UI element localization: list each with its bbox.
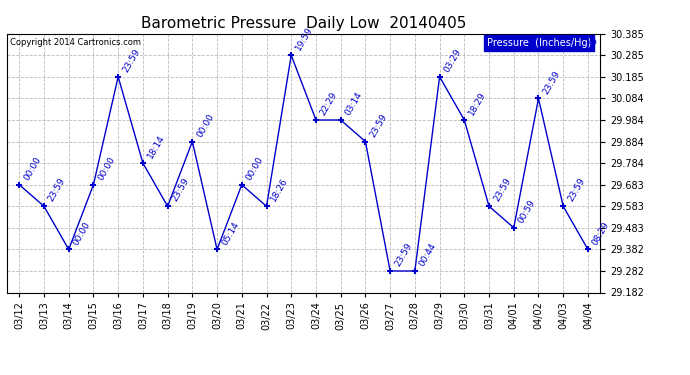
Text: 22:29: 22:29 [319,91,339,117]
Text: 03:14: 03:14 [344,90,364,117]
Title: Barometric Pressure  Daily Low  20140405: Barometric Pressure Daily Low 20140405 [141,16,466,31]
Text: 23:59: 23:59 [170,177,191,204]
Text: 00:00: 00:00 [195,112,216,139]
Text: 19:59: 19:59 [294,26,315,53]
Text: 03:29: 03:29 [442,47,463,74]
Text: 00:59: 00:59 [517,198,538,225]
Text: 23:59: 23:59 [368,112,389,139]
Legend:  [590,39,595,45]
Text: 00:44: 00:44 [417,242,438,268]
Text: 00:00: 00:00 [244,155,265,182]
Text: 00:00: 00:00 [22,155,43,182]
Text: 00:00: 00:00 [72,220,92,247]
Text: 23:59: 23:59 [47,177,68,204]
Text: 23:59: 23:59 [393,242,413,268]
Text: 00:00: 00:00 [96,155,117,182]
Text: 23:59: 23:59 [121,47,141,74]
Text: 23:59: 23:59 [541,69,562,96]
Text: 18:26: 18:26 [269,177,290,204]
Text: 08:29: 08:29 [591,220,611,247]
Text: 23:59: 23:59 [492,177,513,204]
Text: Copyright 2014 Cartronics.com: Copyright 2014 Cartronics.com [10,38,141,46]
Text: 18:14: 18:14 [146,134,166,160]
Text: 18:29: 18:29 [467,90,488,117]
Text: 23:59: 23:59 [566,177,586,204]
Text: Pressure  (Inches/Hg): Pressure (Inches/Hg) [487,38,591,48]
Text: 05:14: 05:14 [220,220,241,247]
